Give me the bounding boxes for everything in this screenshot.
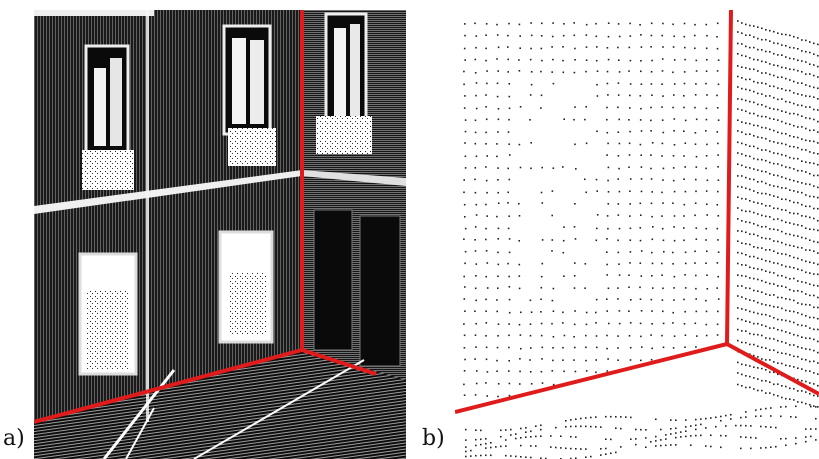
corner-lines-b xyxy=(455,10,819,414)
right-door-2 xyxy=(359,215,401,367)
lower-window-center xyxy=(218,230,274,344)
right-string-course xyxy=(302,170,406,186)
road-line-3 xyxy=(193,359,365,459)
road-line-1 xyxy=(102,369,176,459)
right-door-1 xyxy=(313,209,353,351)
sparse-point-cloud-svg xyxy=(455,10,819,459)
upper-window-center xyxy=(222,24,276,166)
facade-string-course xyxy=(34,170,302,214)
panel-b-label: b) xyxy=(422,426,445,451)
lower-window-left xyxy=(78,252,138,376)
upper-window-left xyxy=(82,44,134,190)
panel-b-point-cloud-image xyxy=(455,10,819,459)
drainpipe xyxy=(146,10,149,422)
cornice xyxy=(34,10,154,16)
panel-a-label: a) xyxy=(3,426,25,451)
road-line-2 xyxy=(125,407,155,459)
panel-a-point-cloud-image xyxy=(34,10,406,459)
corner-lines-a xyxy=(34,10,377,424)
upper-window-right xyxy=(316,12,372,154)
sparse-points xyxy=(463,20,819,459)
dense-point-cloud-svg xyxy=(34,10,406,459)
